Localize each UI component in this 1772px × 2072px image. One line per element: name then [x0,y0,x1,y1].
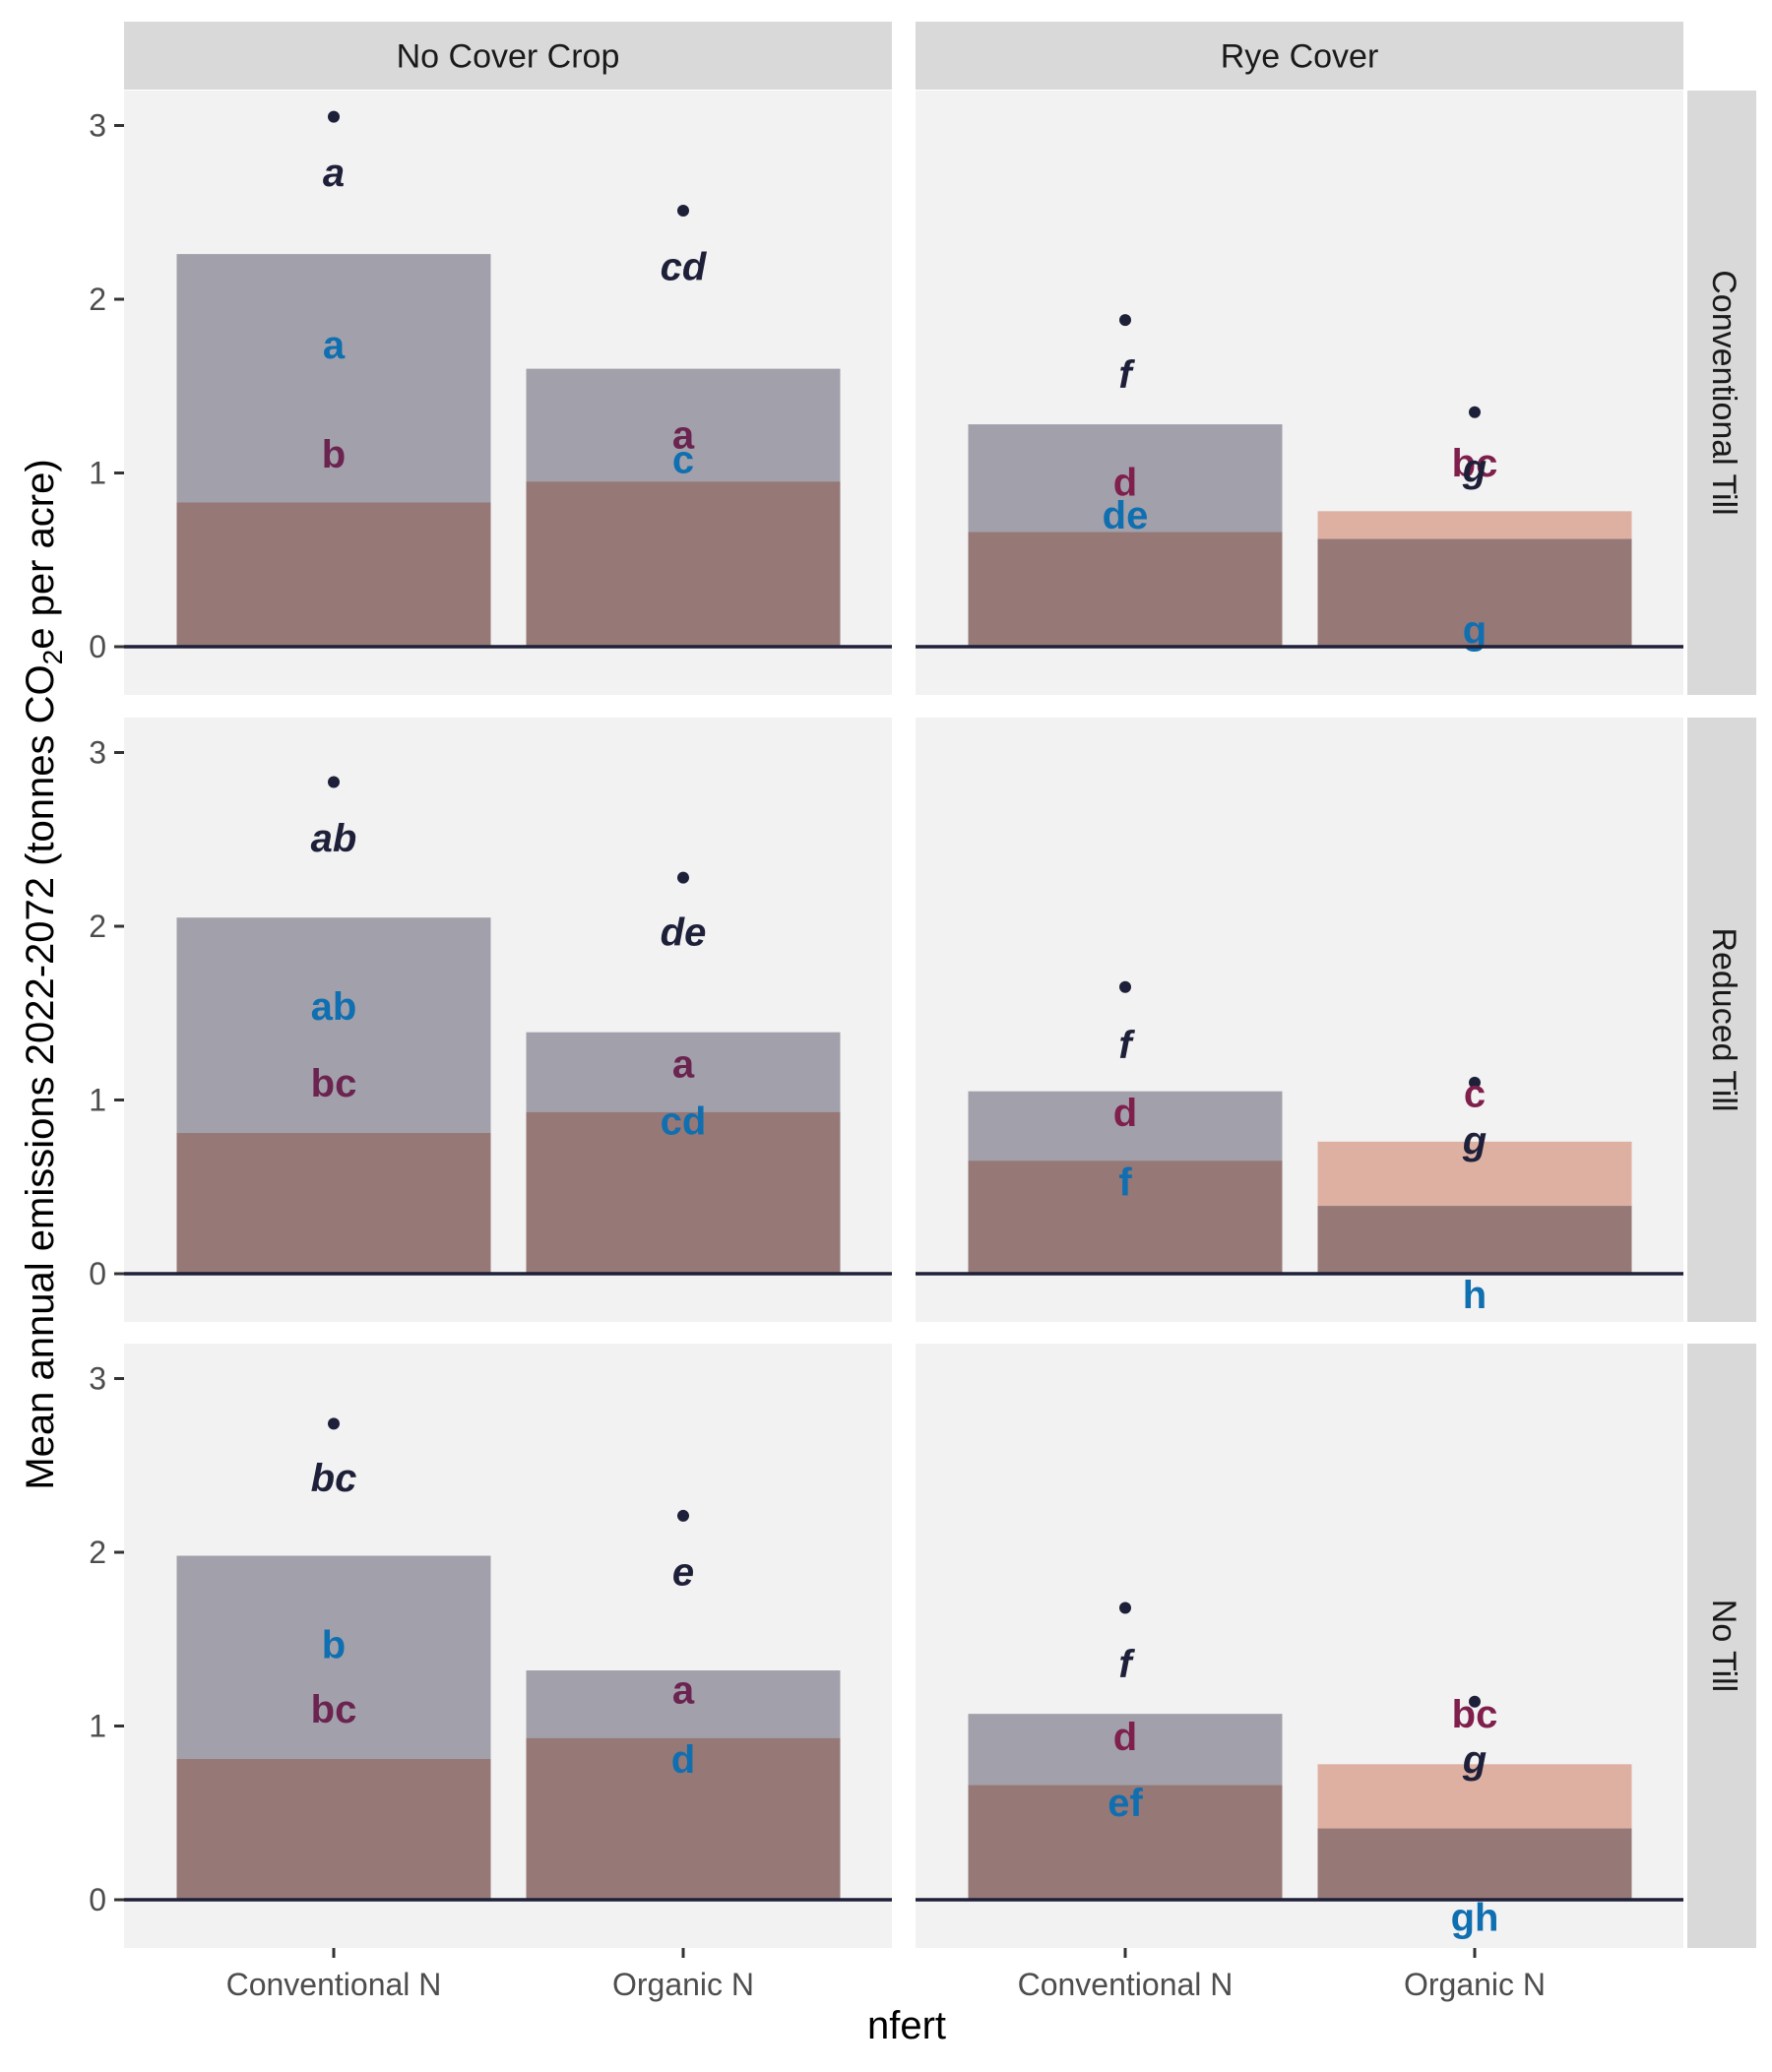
row-strip-label-1: Reduced Till [1705,927,1742,1111]
row-strip-label-0: Conventional Till [1705,270,1742,515]
y-tick-label-1-2: 2 [89,909,106,944]
x-tick-label-0-0: Conventional N [226,1967,442,2002]
panel-0-1-bar-1-total-letter: g [1462,447,1487,490]
y-tick-label-2-0: 0 [89,1882,106,1917]
panel-0-1-bar-1-point [1469,406,1481,418]
panel-2-1-bar-1-bottom [1317,1828,1632,1900]
panel-2-0-bar-0-bottom [176,1759,491,1900]
panel-2-1-bar-0-top-letter: ef [1108,1782,1143,1825]
row-strip-label-2: No Till [1705,1600,1742,1692]
panel-2-0-bar-1-bottom-letter: a [672,1668,695,1712]
panel-0-0-bar-0-total-letter: a [323,152,345,195]
y-tick-label-2-2: 2 [89,1535,106,1570]
col-strip-0 [124,22,892,90]
y-tick-label-2-1: 1 [89,1709,106,1744]
panel-1-1-bar-1-point [1469,1076,1481,1089]
panel-1-0-bar-0-total-letter: ab [311,817,357,860]
panel-0-1-bar-0-bottom [968,532,1283,647]
panel-0-0-bar-0-bottom-letter: b [322,433,346,476]
panel-2-0-bar-0-total-letter: bc [311,1457,357,1500]
panel-1-0-bar-1-bottom-letter: a [672,1042,695,1086]
panel-2-0-bar-1-top-letter: d [671,1738,695,1782]
y-tick-label-0-0: 0 [89,629,106,664]
y-tick-label-2-3: 3 [89,1361,106,1397]
panel-2-0-bar-1-point [677,1509,689,1522]
panel-1-1-bar-1-bottom-letter: c [1464,1072,1486,1115]
panel-0-0-bar-0-bottom [176,502,491,647]
panel-0-1-bar-0-top-letter: de [1103,494,1149,537]
panel-2-0-bar-0-bottom-letter: bc [311,1688,357,1731]
panel-1-1-bar-0-total-letter: f [1118,1024,1135,1067]
panel-0-0-bar-1-total-letter: cd [661,245,708,288]
y-tick-label-1-0: 0 [89,1256,106,1291]
panel-0-1-bar-1-bottom [1317,538,1632,647]
panel-2-0-bar-0-top-letter: b [322,1624,346,1667]
panel-2-1-bar-0-bottom-letter: d [1113,1716,1137,1759]
panel-1-0-bar-0-point [328,776,340,788]
panel-1-1-bar-1-top-letter: h [1463,1274,1487,1317]
y-axis-title: Mean annual emissions 2022-2072 (tonnes … [19,459,68,1489]
x-axis-title: nfert [867,2004,946,2047]
panel-2-1-bar-1-top-letter: gh [1451,1897,1499,1940]
panel-1-0-bar-1-top-letter: cd [661,1100,707,1144]
col-strip-1 [916,22,1683,90]
y-tick-label-0-2: 2 [89,282,106,317]
panel-0-1-bar-0-bottom-letter: d [1113,461,1137,504]
panel-0-1-bar-1-bottom-letter: bc [1452,442,1498,485]
panel-1-0-bar-0-bottom [176,1133,491,1274]
panel-1-0-bar-0-bottom-letter: bc [311,1062,357,1105]
panel-1-1-bar-1-total-letter: g [1462,1119,1487,1162]
panel-0-1-bar-0-point [1119,314,1131,327]
panel-0-0-bar-1-bottom [526,481,841,647]
x-tick-label-1-1: Organic N [1404,1967,1546,2002]
col-strip-label-0: No Cover Crop [397,38,620,76]
panel-0-0-bar-0-top-letter: a [323,324,346,367]
panel-0-1-bar-1-top-letter: g [1463,608,1487,652]
panel-0-0-bar-0-point [328,110,340,123]
panel-1-1-bar-0-bottom-letter: d [1113,1092,1137,1135]
panel-1-0-bar-0-top-letter: ab [311,985,357,1029]
panel-0-0-bar-1-top-letter: c [672,438,694,481]
x-tick-label-0-1: Organic N [612,1967,754,2002]
x-tick-label-1-0: Conventional N [1018,1967,1234,2002]
y-tick-label-0-3: 3 [89,108,106,144]
panel-0-0-bar-1-bottom-letter: a [672,414,695,458]
row-strip-1 [1687,718,1756,1322]
row-strip-2 [1687,1344,1756,1948]
panels-layer: No Cover Crop Rye Cover Conventional Till R… [89,22,1756,2002]
panel-2-1-bar-0-point [1119,1601,1131,1614]
panel-1-0-bar-1-total-letter: de [661,910,707,954]
panel-2-0-bar-1-total-letter: e [672,1550,694,1594]
panel-1-1-bar-0-bottom [968,1161,1283,1274]
panel-1-1-bar-0-top-letter: f [1118,1161,1132,1204]
y-tick-label-0-1: 1 [89,456,106,491]
panel-1-1-bar-0-point [1119,980,1131,993]
panel-2-1-bar-1-total-letter: g [1462,1738,1487,1782]
panel-2-0-bar-1-bottom [526,1737,841,1900]
panel-2-1-bar-0-total-letter: f [1118,1643,1135,1686]
y-tick-label-1-1: 1 [89,1083,106,1118]
panel-2-1-bar-0-bottom [968,1785,1283,1900]
panel-0-0-bar-1-point [677,204,689,217]
panel-2-1-bar-1-bottom-letter: bc [1452,1693,1498,1736]
panel-2-0-bar-0-point [328,1417,340,1430]
panel-1-0-bar-1-bottom [526,1111,841,1274]
panel-1-0-bar-1-point [677,871,689,884]
panel-2-1-bar-1-point [1469,1695,1481,1708]
col-strip-label-1: Rye Cover [1221,38,1379,76]
panel-0-1-bar-0-total-letter: f [1118,353,1135,397]
panel-1-1-bar-1-bottom [1317,1206,1632,1274]
y-tick-label-1-3: 3 [89,735,106,771]
row-strip-0 [1687,91,1756,695]
